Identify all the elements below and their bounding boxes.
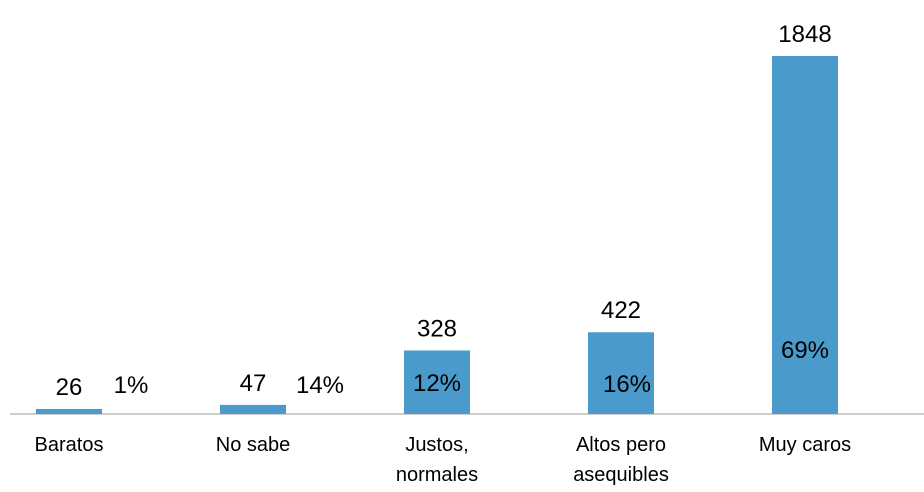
category-label: Justos, normales [395,434,479,486]
category-label: Baratos [34,434,104,456]
bar [36,408,102,414]
percent-label: 69% [781,337,829,364]
bar [220,404,286,414]
value-label: 422 [601,297,641,324]
percent-label: 12% [413,370,461,397]
bar [772,56,838,414]
category-label: No sabe [215,434,291,456]
percent-label: 14% [296,372,344,399]
category-label: Muy caros [758,434,852,456]
bar [588,332,654,414]
value-label: 47 [240,370,267,397]
value-label: 26 [56,374,83,401]
value-label: 328 [417,315,457,342]
value-label: 1848 [778,21,831,48]
percent-label: 16% [603,371,651,398]
percent-label: 1% [114,372,149,399]
category-label: Altos pero asequibles [573,434,669,486]
bar [404,350,470,414]
